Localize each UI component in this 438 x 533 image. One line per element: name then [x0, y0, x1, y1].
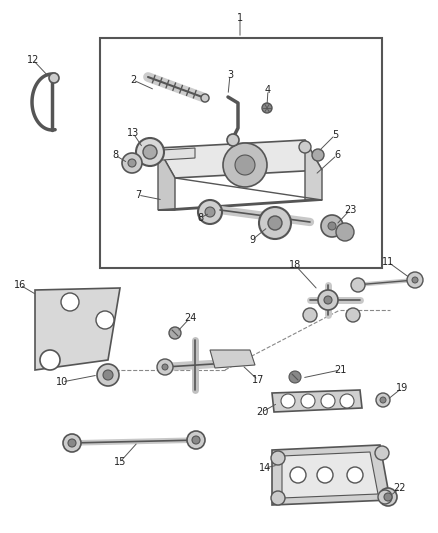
Circle shape [122, 153, 142, 173]
Circle shape [63, 434, 81, 452]
Text: 6: 6 [334, 150, 340, 160]
Text: 2: 2 [130, 75, 136, 85]
Text: 22: 22 [394, 483, 406, 493]
Circle shape [340, 394, 354, 408]
Circle shape [336, 223, 354, 241]
Circle shape [321, 394, 335, 408]
Circle shape [290, 467, 306, 483]
Circle shape [169, 327, 181, 339]
Circle shape [312, 149, 324, 161]
Circle shape [262, 103, 272, 113]
Circle shape [128, 159, 136, 167]
Text: 7: 7 [135, 190, 141, 200]
Circle shape [223, 143, 267, 187]
Circle shape [96, 311, 114, 329]
Text: 1: 1 [237, 13, 243, 23]
Text: 24: 24 [184, 313, 196, 323]
Circle shape [157, 359, 173, 375]
Circle shape [407, 272, 423, 288]
Circle shape [49, 73, 59, 83]
Text: 9: 9 [249, 235, 255, 245]
Text: 8: 8 [197, 213, 203, 223]
Circle shape [271, 451, 285, 465]
Text: 19: 19 [396, 383, 408, 393]
Text: 5: 5 [332, 130, 338, 140]
Circle shape [271, 491, 285, 505]
Circle shape [162, 364, 168, 370]
Circle shape [328, 222, 336, 230]
Circle shape [380, 397, 386, 403]
Circle shape [103, 370, 113, 380]
Circle shape [303, 308, 317, 322]
Circle shape [351, 278, 365, 292]
Text: 8: 8 [112, 150, 118, 160]
Polygon shape [158, 140, 322, 178]
Circle shape [318, 290, 338, 310]
Text: 3: 3 [227, 70, 233, 80]
Text: 10: 10 [56, 377, 68, 387]
Circle shape [346, 308, 360, 322]
Text: 20: 20 [256, 407, 268, 417]
Circle shape [235, 155, 255, 175]
Circle shape [375, 446, 389, 460]
Text: 17: 17 [252, 375, 264, 385]
Circle shape [321, 215, 343, 237]
Circle shape [378, 490, 392, 504]
Circle shape [379, 488, 397, 506]
Circle shape [136, 138, 164, 166]
Polygon shape [35, 288, 120, 370]
Text: 13: 13 [127, 128, 139, 138]
Circle shape [281, 394, 295, 408]
Circle shape [289, 371, 301, 383]
Polygon shape [158, 200, 322, 210]
Text: 14: 14 [259, 463, 271, 473]
Circle shape [324, 296, 332, 304]
Circle shape [384, 493, 392, 501]
Circle shape [40, 350, 60, 370]
Circle shape [227, 134, 239, 146]
Text: 18: 18 [289, 260, 301, 270]
Circle shape [61, 293, 79, 311]
Text: 16: 16 [14, 280, 26, 290]
Circle shape [68, 439, 76, 447]
Circle shape [317, 467, 333, 483]
Polygon shape [305, 140, 322, 200]
Circle shape [301, 394, 315, 408]
Polygon shape [272, 445, 390, 505]
Text: 21: 21 [334, 365, 346, 375]
Circle shape [412, 277, 418, 283]
Polygon shape [162, 148, 195, 160]
Circle shape [299, 141, 311, 153]
Circle shape [259, 207, 291, 239]
Circle shape [143, 145, 157, 159]
Circle shape [192, 436, 200, 444]
Text: 12: 12 [27, 55, 39, 65]
Polygon shape [158, 148, 175, 210]
Circle shape [376, 393, 390, 407]
Circle shape [205, 207, 215, 217]
Circle shape [187, 431, 205, 449]
Polygon shape [210, 350, 255, 368]
Text: 23: 23 [344, 205, 356, 215]
Polygon shape [272, 390, 362, 412]
Circle shape [97, 364, 119, 386]
Text: 4: 4 [265, 85, 271, 95]
Bar [100, 38, 382, 268]
Text: 11: 11 [382, 257, 394, 267]
Circle shape [268, 216, 282, 230]
Circle shape [201, 94, 209, 102]
Polygon shape [282, 452, 378, 498]
Circle shape [347, 467, 363, 483]
Circle shape [198, 200, 222, 224]
Text: 15: 15 [114, 457, 126, 467]
